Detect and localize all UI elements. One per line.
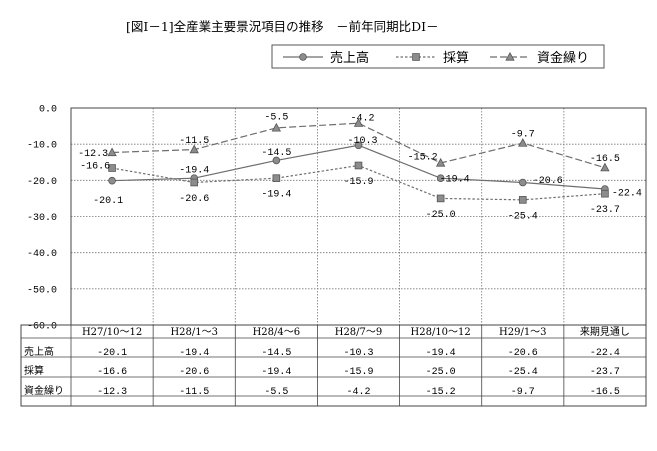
legend-label-1: 採算 (443, 51, 469, 66)
data-point-0-3 (354, 141, 363, 150)
data-point-2-4 (435, 157, 446, 167)
data-point-0-5 (518, 178, 527, 187)
data-point-1-6 (601, 189, 609, 198)
data-label-2-2: -5.5 (264, 112, 288, 123)
table-cell: -16.5 (590, 387, 620, 398)
x-category-label: 来期見通し (580, 326, 630, 338)
data-label-0-5: -20.6 (533, 176, 563, 187)
x-category-label: H28/1～3 (170, 327, 218, 338)
table-cell: -20.1 (97, 348, 127, 359)
data-point-2-2 (271, 122, 282, 132)
data-label-2-3: -4.2 (350, 114, 374, 125)
table-cell: -5.5 (264, 387, 288, 398)
data-label-0-6: -22.4 (612, 189, 642, 200)
data-point-1-3 (354, 161, 363, 170)
table-cell: -19.4 (261, 367, 291, 378)
y-axis: 0.0 -10.0 -20.0 -30.0 -40.0 -50.0 -60.0 (27, 105, 57, 333)
data-point-1-2 (272, 174, 281, 182)
table-row-label: 売上高 (24, 345, 54, 358)
y-tick-label: -40.0 (27, 249, 57, 260)
data-label-0-0: -20.1 (93, 196, 123, 207)
legend: 売上高 採算 資金繰り (271, 44, 605, 69)
data-point-1-5 (518, 196, 527, 204)
series-markers (107, 118, 610, 204)
data-label-1-4: -25.0 (426, 210, 456, 221)
table-cell: -20.6 (179, 367, 209, 378)
table-cell: -22.4 (590, 348, 620, 359)
data-point-2-3 (353, 118, 364, 127)
table-cell: -20.6 (508, 348, 538, 359)
x-category-label: H27/10～12 (82, 327, 142, 338)
y-tick-label: -50.0 (27, 285, 57, 296)
table-cell: -16.6 (97, 367, 127, 378)
table-cell: -25.4 (508, 367, 538, 378)
table-cell: -19.4 (179, 348, 209, 359)
data-point-1-1 (190, 178, 199, 187)
gridlines (70, 107, 647, 326)
table-cell: -15.9 (343, 367, 373, 378)
data-point-1-4 (436, 194, 445, 203)
data-label-1-0: -16.6 (80, 162, 110, 173)
y-tick-label: -30.0 (27, 213, 57, 224)
data-label-0-1: -19.4 (179, 166, 209, 177)
data-labels: -20.1 -19.4 -14.5 -10.3 -19.4 -20.6 -22.4 -16.6… (78, 112, 642, 222)
y-tick-label: 0.0 (39, 105, 57, 116)
data-point-2-6 (600, 162, 610, 172)
legend-marker-2 (505, 51, 515, 61)
data-label-1-5: -25.4 (508, 211, 538, 222)
table-row-label: 採算 (24, 364, 44, 377)
data-label-2-5: -9.7 (511, 130, 535, 141)
x-category-label: H28/10～12 (411, 327, 471, 338)
data-label-2-0: -12.3 (78, 149, 108, 160)
legend-marker-0 (299, 53, 307, 61)
x-category-label: H28/7～9 (335, 327, 383, 338)
data-label-2-6: -16.5 (590, 154, 620, 165)
data-point-2-5 (518, 138, 528, 147)
y-tick-label: -20.0 (27, 177, 57, 188)
data-point-0-2 (272, 156, 281, 165)
table-row-label: 資金繰り (24, 384, 64, 397)
data-label-0-3: -10.3 (347, 136, 377, 147)
data-label-0-2: -14.5 (261, 148, 291, 159)
table-cell: -4.2 (346, 387, 370, 398)
data-point-2-0 (107, 147, 117, 157)
chart-title: [図Ⅰ－1]全産業主要景況項目の推移 －前年同期比DI－ (126, 19, 439, 34)
x-category-label: H29/1～3 (499, 327, 547, 338)
table-cell: -9.7 (511, 387, 535, 398)
table-cell: -14.5 (261, 348, 291, 359)
y-tick-label: -60.0 (27, 322, 57, 333)
table-cell: -25.0 (426, 367, 456, 378)
x-category-label: H28/4～6 (253, 327, 301, 338)
data-label-0-4: -19.4 (440, 175, 470, 186)
table-cell: -12.3 (97, 387, 127, 398)
data-point-1-0 (108, 164, 116, 172)
y-tick-label: -10.0 (27, 141, 57, 152)
data-label-2-4: -15.2 (408, 152, 438, 163)
table-cell: -19.4 (426, 348, 456, 359)
data-label-2-1: -11.5 (179, 136, 209, 147)
table-frame (20, 324, 647, 407)
table-cell: -15.2 (426, 387, 456, 398)
data-label-1-2: -19.4 (261, 190, 291, 201)
legend-marker-1 (412, 53, 420, 61)
table-cell: -11.5 (179, 387, 209, 398)
legend-label-2: 資金繰り (537, 50, 589, 66)
table-cell: -10.3 (343, 348, 373, 359)
legend-box (271, 44, 605, 69)
legend-label-0: 売上高 (330, 50, 369, 66)
data-label-1-1: -20.6 (179, 194, 209, 205)
data-point-2-1 (189, 144, 199, 154)
data-table: H27/10～12 H28/1～3 H28/4～6 H28/7～9 H28/10～12 H… (20, 324, 647, 407)
data-label-1-6: -23.7 (590, 205, 620, 216)
data-label-1-3: -15.9 (343, 177, 373, 188)
data-point-0-0 (108, 176, 116, 185)
data-point-0-4 (436, 174, 445, 182)
table-cell: -23.7 (590, 367, 620, 378)
